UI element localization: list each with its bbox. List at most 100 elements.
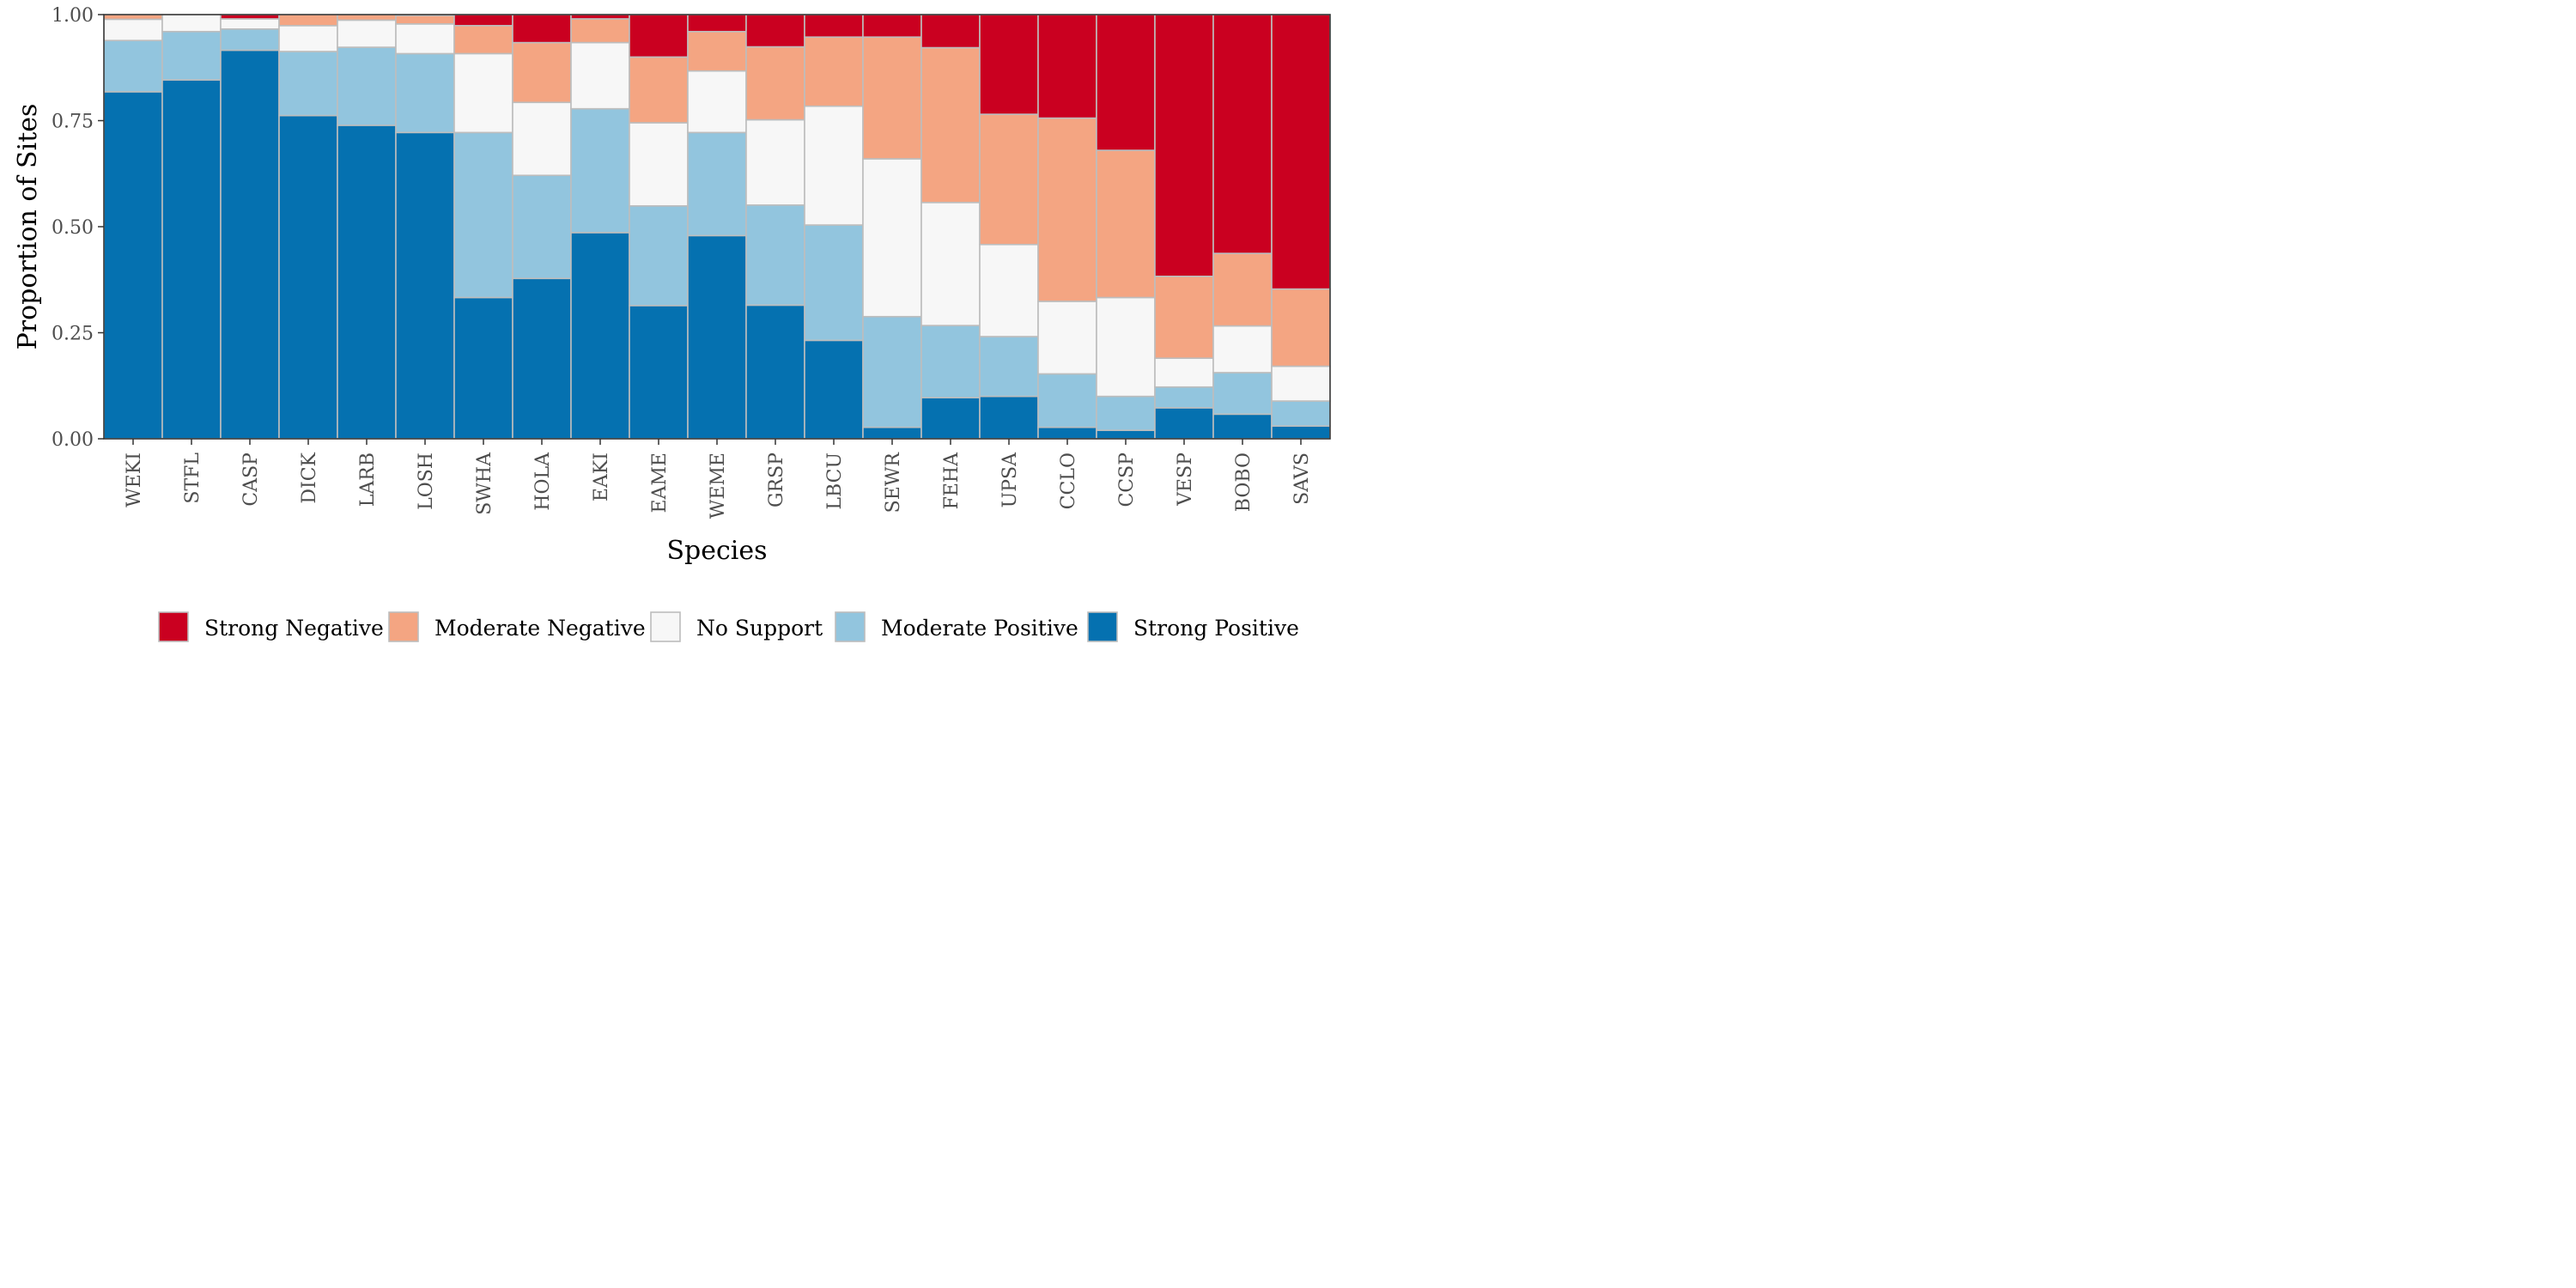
plot-panel-border bbox=[103, 14, 1331, 440]
legend-label-moderate-positive: Moderate Positive bbox=[881, 616, 1078, 641]
bar-segment-stfl-moderate-positive bbox=[161, 30, 222, 81]
bar-segment-savs-strong-positive bbox=[1271, 425, 1331, 440]
bar-segment-ccsp-no-support bbox=[1096, 296, 1156, 398]
bar-segment-hola-strong-negative bbox=[512, 14, 572, 44]
bar-segment-eame-moderate-negative bbox=[629, 56, 689, 124]
legend-key-strong-negative bbox=[158, 611, 189, 642]
legend-key-strong-positive bbox=[1087, 611, 1118, 642]
bar-segment-vesp-moderate-negative bbox=[1154, 275, 1214, 359]
bar-segment-grsp-no-support bbox=[745, 118, 805, 206]
legend-label-no-support: No Support bbox=[696, 616, 823, 641]
bar-segment-eaki-moderate-positive bbox=[570, 107, 630, 234]
bar-segment-cclo-strong-negative bbox=[1037, 14, 1097, 119]
bar-segment-swha-no-support bbox=[453, 52, 513, 134]
bar-segment-cclo-no-support bbox=[1037, 301, 1097, 375]
bar-segment-casp-moderate-positive bbox=[220, 27, 280, 52]
y-tick-label: 0.50 bbox=[52, 217, 94, 239]
bar-segment-hola-strong-positive bbox=[512, 277, 572, 440]
bar-segment-lbcu-no-support bbox=[804, 105, 864, 226]
bar-segment-ccsp-moderate-positive bbox=[1096, 395, 1156, 431]
bar-segment-ccsp-moderate-negative bbox=[1096, 149, 1156, 299]
x-tick-label-vesp: VESP bbox=[1175, 453, 1196, 507]
bar-segment-hola-moderate-positive bbox=[512, 174, 572, 280]
bar-segment-sewr-moderate-negative bbox=[862, 36, 922, 160]
bar-segment-stfl-no-support bbox=[161, 14, 222, 33]
bar-segment-vesp-moderate-positive bbox=[1154, 386, 1214, 409]
bar-segment-weki-strong-positive bbox=[103, 91, 163, 440]
bar-segment-ccsp-strong-negative bbox=[1096, 14, 1156, 151]
bar-segment-losh-no-support bbox=[395, 23, 455, 55]
bar-segment-feha-moderate-positive bbox=[920, 325, 981, 398]
bar-segment-bobo-strong-positive bbox=[1212, 413, 1273, 440]
bar-segment-weme-moderate-positive bbox=[687, 131, 747, 237]
legend-label-strong-negative: Strong Negative bbox=[204, 616, 384, 641]
y-axis: 0.00 0.25 0.50 0.75 1.00 bbox=[52, 5, 104, 451]
x-tick-label-feha: FEHA bbox=[941, 452, 963, 510]
bar-segment-eame-no-support bbox=[629, 122, 689, 207]
bar-segment-cclo-moderate-positive bbox=[1037, 373, 1097, 428]
y-tick-label: 0.75 bbox=[52, 112, 94, 133]
bar-segment-bobo-moderate-negative bbox=[1212, 252, 1273, 327]
bar-segment-feha-strong-negative bbox=[920, 14, 981, 49]
y-tick-label: 1.00 bbox=[52, 5, 94, 27]
x-tick-label-dick: DICK bbox=[299, 452, 320, 503]
bar-segment-savs-moderate-negative bbox=[1271, 288, 1331, 368]
x-tick-label-bobo: BOBO bbox=[1233, 453, 1255, 512]
legend: Strong Negative Moderate Negative No Suppo… bbox=[158, 611, 1299, 642]
stacked-bar-chart: 0.00 0.25 0.50 0.75 1.00 WEKI STFL CASP DICK LAR… bbox=[13, 5, 1331, 642]
x-tick-label-grsp: GRSP bbox=[766, 453, 787, 507]
x-tick-label-savs: SAVS bbox=[1291, 453, 1313, 505]
y-tick-label: 0.00 bbox=[52, 429, 94, 451]
bar-segment-lbcu-moderate-positive bbox=[804, 224, 864, 342]
x-tick-label-eaki: EAKI bbox=[591, 453, 612, 501]
bar-segment-eame-strong-positive bbox=[629, 305, 689, 440]
bar-segment-larb-strong-positive bbox=[337, 125, 397, 440]
bar-segment-sewr-strong-negative bbox=[862, 14, 922, 38]
x-axis-title: Species bbox=[666, 536, 767, 566]
bar-segment-larb-no-support bbox=[337, 19, 397, 48]
bar-segment-grsp-moderate-positive bbox=[745, 204, 805, 307]
bar-segment-casp-strong-positive bbox=[220, 49, 280, 440]
bar-segment-savs-no-support bbox=[1271, 365, 1331, 402]
legend-label-moderate-negative: Moderate Negative bbox=[434, 616, 646, 641]
x-tick-label-hola: HOLA bbox=[532, 452, 554, 511]
bar-segment-bobo-moderate-positive bbox=[1212, 372, 1273, 416]
bar-segment-grsp-strong-negative bbox=[745, 14, 805, 48]
bar-segment-grsp-strong-positive bbox=[745, 304, 805, 440]
bar-segment-swha-moderate-negative bbox=[453, 25, 513, 55]
bar-segment-weki-no-support bbox=[103, 18, 163, 41]
bars-layer bbox=[103, 14, 1331, 440]
bar-segment-eame-strong-negative bbox=[629, 14, 689, 58]
bar-segment-losh-moderate-negative bbox=[395, 15, 455, 25]
bar-segment-larb-moderate-negative bbox=[337, 14, 397, 21]
bar-segment-hola-no-support bbox=[512, 101, 572, 177]
x-tick-label-eame: EAME bbox=[649, 453, 671, 513]
x-axis: WEKI STFL CASP DICK LARB LOSH SWHA HOLA EAKI EAME… bbox=[124, 439, 1313, 519]
bar-segment-dick-moderate-positive bbox=[278, 51, 338, 117]
bar-segment-swha-strong-negative bbox=[453, 14, 513, 27]
bar-segment-dick-moderate-negative bbox=[278, 14, 338, 27]
bar-segment-casp-no-support bbox=[220, 18, 280, 30]
x-tick-label-stfl: STFL bbox=[182, 453, 204, 504]
bar-segment-eame-moderate-positive bbox=[629, 204, 689, 307]
x-tick-label-larb: LARB bbox=[357, 453, 379, 507]
x-tick-label-upsa: UPSA bbox=[999, 452, 1021, 507]
bar-segment-vesp-no-support bbox=[1154, 357, 1214, 388]
bar-segment-vesp-strong-negative bbox=[1154, 14, 1214, 277]
bar-segment-stfl-strong-positive bbox=[161, 79, 222, 440]
bar-segment-losh-strong-positive bbox=[395, 131, 455, 440]
y-tick-label: 0.25 bbox=[52, 324, 94, 345]
x-tick-label-swha: SWHA bbox=[474, 452, 495, 515]
bar-segment-sewr-strong-positive bbox=[862, 426, 922, 440]
bar-segment-savs-moderate-positive bbox=[1271, 400, 1331, 427]
bar-segment-lbcu-strong-negative bbox=[804, 14, 864, 38]
legend-key-moderate-positive bbox=[835, 611, 866, 642]
bar-segment-savs-strong-negative bbox=[1271, 14, 1331, 290]
bar-segment-larb-moderate-positive bbox=[337, 46, 397, 126]
bar-segment-upsa-no-support bbox=[979, 243, 1039, 337]
bar-segment-upsa-moderate-negative bbox=[979, 113, 1039, 246]
legend-key-moderate-negative bbox=[388, 611, 419, 642]
bar-segment-sewr-moderate-positive bbox=[862, 315, 922, 428]
bar-segment-grsp-moderate-negative bbox=[745, 46, 805, 121]
bar-segment-eaki-strong-positive bbox=[570, 232, 630, 440]
